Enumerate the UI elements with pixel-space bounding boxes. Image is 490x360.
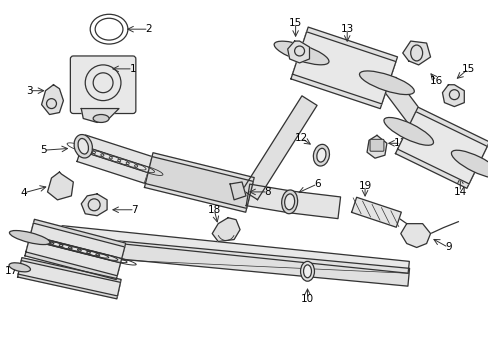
- Ellipse shape: [74, 135, 93, 158]
- Polygon shape: [61, 235, 410, 286]
- Polygon shape: [25, 219, 126, 280]
- Text: 15: 15: [462, 64, 475, 74]
- Text: 9: 9: [445, 243, 452, 252]
- Text: 11: 11: [394, 138, 407, 148]
- Polygon shape: [401, 224, 431, 247]
- Polygon shape: [212, 218, 240, 242]
- Polygon shape: [382, 77, 432, 136]
- Text: 10: 10: [301, 294, 314, 304]
- Text: 19: 19: [359, 181, 372, 191]
- Polygon shape: [352, 197, 401, 227]
- Polygon shape: [48, 172, 74, 200]
- Ellipse shape: [282, 190, 297, 214]
- Text: 13: 13: [341, 24, 354, 34]
- Polygon shape: [61, 226, 409, 273]
- Polygon shape: [230, 182, 246, 200]
- Text: 12: 12: [295, 133, 308, 143]
- Ellipse shape: [9, 263, 30, 272]
- Polygon shape: [81, 194, 107, 216]
- Text: 14: 14: [454, 187, 467, 197]
- Text: 4: 4: [21, 188, 27, 198]
- Ellipse shape: [360, 71, 415, 95]
- Text: 16: 16: [430, 76, 443, 86]
- Text: 8: 8: [265, 187, 271, 197]
- Ellipse shape: [9, 230, 50, 244]
- Polygon shape: [243, 96, 317, 200]
- FancyBboxPatch shape: [71, 56, 136, 113]
- Text: 17: 17: [5, 266, 19, 276]
- Polygon shape: [367, 135, 387, 158]
- Text: 3: 3: [26, 86, 33, 96]
- Polygon shape: [291, 27, 397, 109]
- Ellipse shape: [317, 148, 326, 162]
- Polygon shape: [26, 223, 125, 276]
- Ellipse shape: [93, 114, 109, 122]
- Polygon shape: [442, 85, 465, 107]
- Polygon shape: [397, 112, 487, 184]
- Ellipse shape: [314, 144, 329, 166]
- Ellipse shape: [285, 194, 294, 210]
- Polygon shape: [288, 191, 341, 219]
- Ellipse shape: [78, 139, 89, 154]
- Ellipse shape: [303, 265, 312, 278]
- Polygon shape: [246, 184, 292, 213]
- FancyBboxPatch shape: [370, 139, 384, 151]
- Polygon shape: [288, 41, 310, 63]
- Text: 6: 6: [314, 179, 321, 189]
- Polygon shape: [403, 41, 431, 65]
- Polygon shape: [42, 85, 63, 114]
- Polygon shape: [145, 153, 254, 212]
- Polygon shape: [77, 135, 153, 183]
- Ellipse shape: [274, 41, 329, 65]
- Polygon shape: [395, 107, 490, 188]
- Ellipse shape: [384, 117, 434, 145]
- Text: 5: 5: [40, 145, 47, 155]
- Text: 15: 15: [289, 18, 302, 28]
- Text: 1: 1: [129, 64, 136, 74]
- Ellipse shape: [300, 261, 315, 281]
- Ellipse shape: [451, 150, 490, 178]
- Polygon shape: [81, 109, 119, 122]
- Polygon shape: [146, 157, 253, 208]
- Text: 2: 2: [146, 24, 152, 34]
- Polygon shape: [18, 258, 121, 299]
- Text: 18: 18: [208, 205, 221, 215]
- Text: 7: 7: [131, 205, 138, 215]
- Polygon shape: [18, 261, 121, 296]
- Polygon shape: [293, 32, 396, 104]
